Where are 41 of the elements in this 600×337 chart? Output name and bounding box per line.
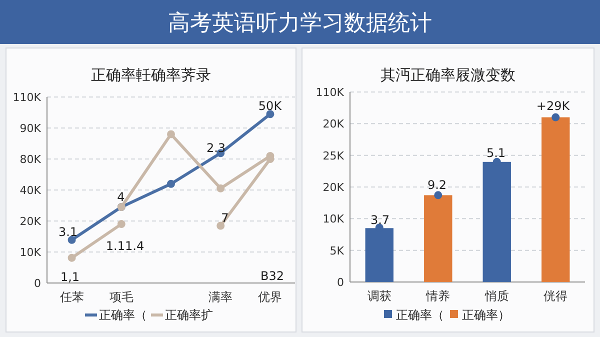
- text: 5K: [330, 244, 345, 258]
- text: 40K: [20, 184, 42, 197]
- x-tick-label: 侊得: [544, 289, 568, 303]
- x-tick-label: 调获: [367, 289, 392, 303]
- annotation: 9.2: [427, 178, 447, 192]
- text: 50K: [258, 99, 283, 113]
- annotation: 4: [117, 190, 125, 204]
- annotation: 3.7: [370, 213, 390, 227]
- x-tick-label: 情养: [425, 289, 450, 303]
- chart-title: 其沔正确率屐溦变数: [380, 66, 516, 84]
- legend-label: 正确率扩: [165, 308, 213, 322]
- x-tick-label: 任苯: [58, 290, 84, 304]
- annotation: B32: [260, 269, 284, 283]
- text: 20K: [322, 118, 345, 131]
- text: 0: [337, 276, 344, 289]
- text: 110K: [316, 86, 345, 99]
- text: 10K: [322, 212, 345, 226]
- text: +29K: [536, 99, 571, 113]
- text: 10K: [20, 246, 42, 259]
- annotation: 1,1: [60, 270, 80, 284]
- text: 20K: [322, 181, 345, 194]
- annotation: 1.11.4: [106, 239, 144, 253]
- text: 高考英语听力学习数据统计: [168, 11, 432, 36]
- text: 80K: [20, 153, 42, 166]
- annotation: 5.1: [486, 146, 506, 160]
- legend-label: 正确率（: [396, 308, 444, 322]
- annotation: 7: [221, 211, 229, 225]
- text: 25K: [322, 149, 345, 162]
- legend-label: 正确率（: [99, 308, 147, 322]
- text: 0: [34, 277, 41, 290]
- x-tick-label: 优界: [258, 290, 282, 304]
- legend-label: 正确率）: [462, 308, 510, 322]
- x-tick-label: 悄质: [484, 289, 509, 303]
- x-tick-label: 满率: [208, 290, 233, 304]
- x-tick-label: 项毛: [109, 290, 134, 304]
- chart-title: 正确率軠确率荠录: [91, 66, 211, 84]
- text: 110K: [12, 91, 42, 104]
- annotation: 3.1: [58, 225, 78, 239]
- text: 20K: [20, 215, 42, 228]
- annotation: 2.3: [206, 141, 226, 155]
- text: 90K: [20, 122, 42, 135]
